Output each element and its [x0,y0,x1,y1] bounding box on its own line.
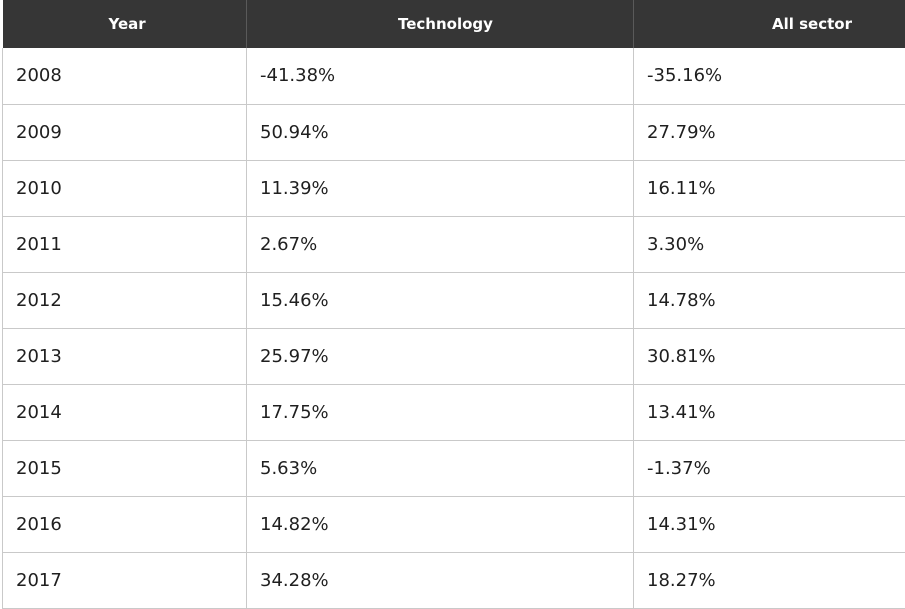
table-row: 2011 2.67% 3.30% [3,216,905,272]
cell-year: 2017 [3,552,247,608]
cell-technology: 5.63% [247,440,634,496]
column-header-all-sector: All sector [634,0,905,48]
table-row: 2017 34.28% 18.27% [3,552,905,608]
cell-year: 2010 [3,160,247,216]
table-row: 2013 25.97% 30.81% [3,328,905,384]
cell-technology: 50.94% [247,104,634,160]
cell-technology: 25.97% [247,328,634,384]
cell-technology: 15.46% [247,272,634,328]
cell-all-sector: 13.41% [634,384,905,440]
cell-technology: 17.75% [247,384,634,440]
cell-all-sector: 14.78% [634,272,905,328]
cell-all-sector: 14.31% [634,496,905,552]
cell-year: 2012 [3,272,247,328]
cell-year: 2009 [3,104,247,160]
cell-all-sector: 3.30% [634,216,905,272]
table-row: 2016 14.82% 14.31% [3,496,905,552]
header-row: Year Technology All sector [3,0,905,48]
table-row: 2008 -41.38% -35.16% [3,48,905,104]
table-row: 2014 17.75% 13.41% [3,384,905,440]
column-header-year: Year [3,0,247,48]
cell-technology: 11.39% [247,160,634,216]
cell-technology: 34.28% [247,552,634,608]
column-header-technology: Technology [247,0,634,48]
table-row: 2015 5.63% -1.37% [3,440,905,496]
table-body: 2008 -41.38% -35.16% 2009 50.94% 27.79% … [3,48,905,608]
cell-year: 2016 [3,496,247,552]
table-header: Year Technology All sector [3,0,905,48]
cell-year: 2008 [3,48,247,104]
cell-technology: 2.67% [247,216,634,272]
cell-all-sector: 27.79% [634,104,905,160]
cell-all-sector: -1.37% [634,440,905,496]
cell-all-sector: -35.16% [634,48,905,104]
cell-technology: -41.38% [247,48,634,104]
cell-year: 2014 [3,384,247,440]
table-row: 2010 11.39% 16.11% [3,160,905,216]
cell-all-sector: 16.11% [634,160,905,216]
table-row: 2012 15.46% 14.78% [3,272,905,328]
cell-year: 2011 [3,216,247,272]
table-row: 2009 50.94% 27.79% [3,104,905,160]
cell-all-sector: 30.81% [634,328,905,384]
cell-technology: 14.82% [247,496,634,552]
cell-year: 2013 [3,328,247,384]
cell-year: 2015 [3,440,247,496]
cell-all-sector: 18.27% [634,552,905,608]
